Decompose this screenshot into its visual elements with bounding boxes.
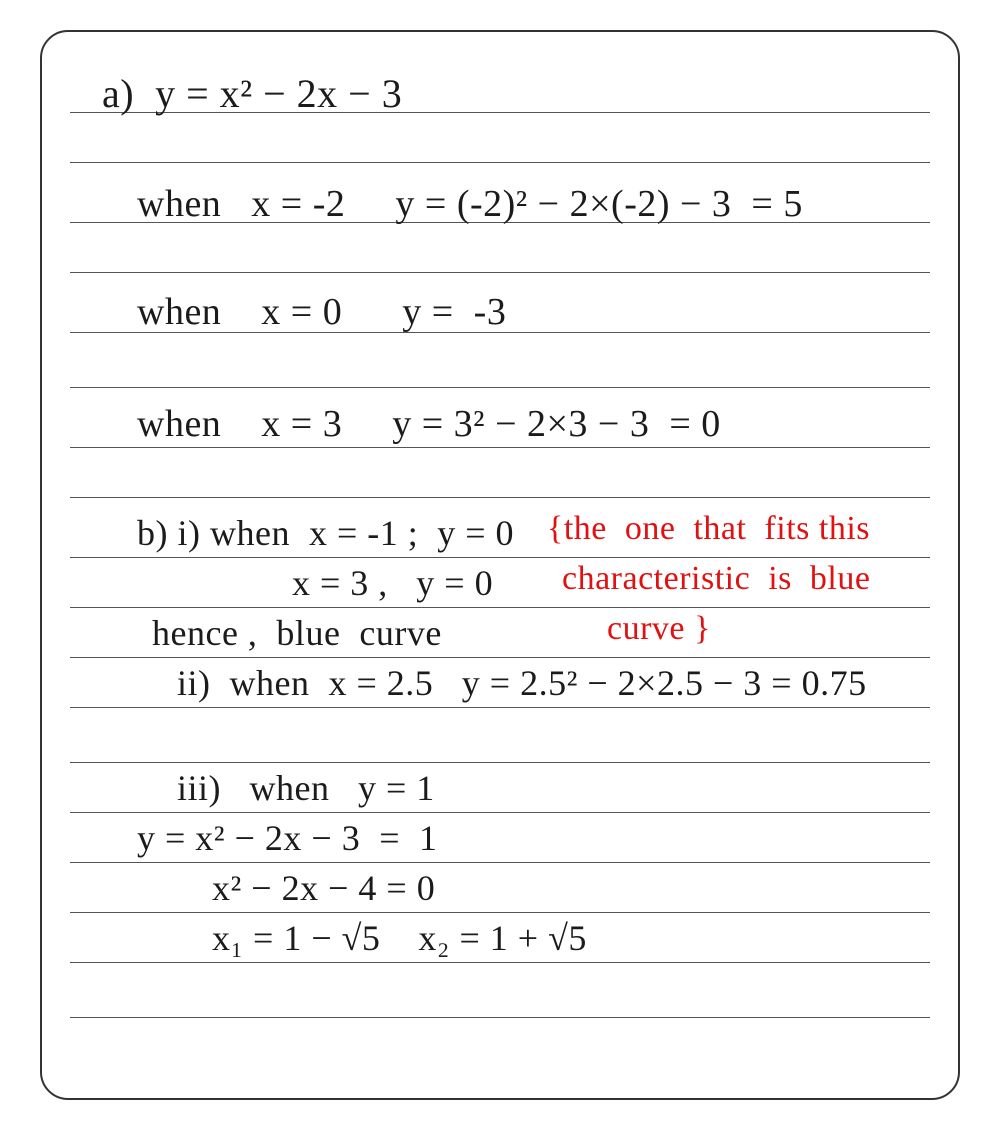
rule-line — [70, 272, 930, 273]
line-b-i-second: x = 3 , y = 0 — [292, 562, 493, 604]
line-b-iii-when: iii) when y = 1 — [177, 767, 435, 809]
annotation-red-2: characteristic is blue — [562, 560, 870, 598]
line-b-iii-eq1: y = x² − 2x − 3 = 1 — [137, 817, 438, 859]
rule-line — [70, 162, 930, 163]
rule-line — [70, 912, 930, 913]
page: a) y = x² − 2x − 3 when x = -2 y = (-2)²… — [0, 0, 1000, 1130]
rule-line — [70, 607, 930, 608]
annotation-red-3: curve } — [607, 610, 711, 648]
rule-line — [70, 387, 930, 388]
line-when-x-3: when x = 3 y = 3² − 2×3 − 3 = 0 — [137, 402, 721, 446]
rule-line — [70, 962, 930, 963]
rule-line — [70, 762, 930, 763]
line-b-i-first: b) i) when x = -1 ; y = 0 — [137, 512, 514, 554]
rule-line — [70, 447, 930, 448]
line-b-i-hence: hence , blue curve — [152, 612, 442, 654]
rule-line — [70, 862, 930, 863]
rule-line — [70, 707, 930, 708]
notebook-sheet: a) y = x² − 2x − 3 when x = -2 y = (-2)²… — [40, 30, 960, 1100]
rule-line — [70, 1017, 930, 1018]
line-b-iii-eq2: x² − 2x − 4 = 0 — [212, 867, 435, 909]
rule-line — [70, 497, 930, 498]
annotation-red-1: {the one that fits this — [547, 510, 870, 548]
line-when-x-0: when x = 0 y = -3 — [137, 290, 506, 334]
rule-line — [70, 557, 930, 558]
rule-line — [70, 657, 930, 658]
rule-line — [70, 812, 930, 813]
line-b-ii: ii) when x = 2.5 y = 2.5² − 2×2.5 − 3 = … — [177, 662, 867, 704]
line-b-iii-roots: x₁ = 1 − √5 x₂ = 1 + √5 — [212, 917, 587, 959]
line-when-x-neg2: when x = -2 y = (-2)² − 2×(-2) − 3 = 5 — [137, 182, 803, 226]
line-a-equation: a) y = x² − 2x − 3 — [102, 70, 402, 117]
